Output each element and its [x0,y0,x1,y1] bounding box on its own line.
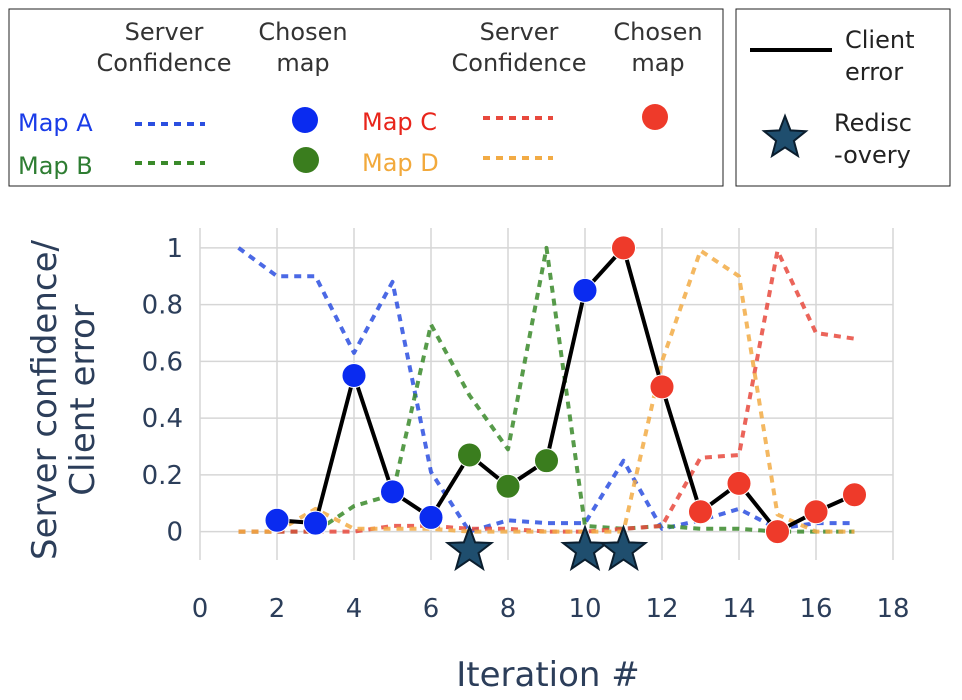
series-line-map-b [238,245,855,534]
x-tick-label: 18 [876,594,909,624]
y-tick-label: 0.2 [142,461,183,491]
x-tick-label: 14 [722,594,755,624]
x-tick-label: 6 [423,594,440,624]
y-axis-title-line-1: Server confidence/ [25,240,65,560]
chosen-map-markers [264,235,867,545]
series-line-client-error [276,245,856,534]
x-tick-label: 10 [568,594,601,624]
legend-rediscovery-star-icon [761,113,809,159]
chosen-map-marker [380,479,405,505]
legend-maps-frame [8,8,724,187]
plot-area: 0 0.2 0.4 0.6 0.8 1 0 2 4 6 8 10 12 14 16 18 [142,228,910,624]
y-axis-ticks: 0 0.2 0.4 0.6 0.8 1 [142,234,183,548]
chosen-map-marker [611,235,636,261]
chosen-map-marker [765,519,790,545]
y-axis-title-line-2: Client error [63,304,103,496]
y-tick-label: 0.4 [142,404,183,434]
legend-header-chosen-map-1: Chosen [258,18,347,46]
series-line-map-a [237,246,855,534]
chosen-map-marker [341,363,367,389]
x-tick-label: 16 [799,594,832,624]
legend-header-server-confidence-1b: Server [480,18,559,46]
legend-label-map-d: Map D [362,149,439,177]
rediscovery-star-icon [598,524,649,572]
legend-header-server-confidence-2: Confidence [97,49,232,77]
legend-marker-map-b [293,147,319,173]
x-tick-label: 0 [192,594,209,624]
legend-marker-map-a [292,107,318,133]
rediscovery-star-icon [444,524,495,572]
legend-header-chosen-map-1b: Chosen [613,18,702,46]
legend-label-map-c: Map C [362,108,437,136]
x-tick-label: 4 [346,594,363,624]
y-tick-label: 0.6 [142,347,183,377]
legend-label-map-a: Map A [18,109,93,137]
legend-client: Client error Redisc -overy [735,8,951,187]
x-tick-label: 8 [500,594,517,624]
series-lines [237,245,856,534]
x-axis-title: Iteration # [456,655,640,695]
chosen-map-marker [572,277,598,303]
x-axis-ticks: 0 2 4 6 8 10 12 14 16 18 [192,594,910,624]
legend-label-client-error-2: error [845,58,903,86]
chosen-map-marker [495,473,521,499]
chosen-map-marker [688,499,713,525]
grid-lines [199,228,894,560]
x-tick-label: 2 [269,594,286,624]
rediscovery-markers [444,524,649,572]
legend-label-rediscovery-2: -overy [834,141,911,169]
legend-header-server-confidence-2b: Confidence [452,49,587,77]
chosen-map-marker [303,510,328,536]
legend-label-client-error-1: Client [845,26,914,54]
chosen-map-marker [418,504,444,530]
legend-marker-map-c [642,104,668,130]
chosen-map-marker [264,507,290,533]
legend-label-rediscovery-1: Redisc [834,109,912,137]
y-tick-label: 0 [166,518,183,548]
x-tick-label: 12 [645,594,678,624]
chosen-map-marker [534,448,559,474]
y-tick-label: 1 [166,234,183,264]
chosen-map-marker [842,482,867,508]
series-line-map-c [238,248,855,534]
series-line-map-d [238,248,855,534]
chosen-map-marker [726,470,752,496]
legend-maps: Server Confidence Chosen map Server Conf… [8,8,724,187]
y-tick-label: 0.8 [142,291,183,321]
legend-header-chosen-map-2: map [276,49,329,77]
legend-header-server-confidence-1: Server [125,18,204,46]
chosen-map-marker [649,374,675,400]
chosen-map-marker [803,499,829,525]
legend-label-map-b: Map B [18,152,93,180]
chosen-map-marker [457,442,482,468]
legend-header-chosen-map-2b: map [631,49,684,77]
